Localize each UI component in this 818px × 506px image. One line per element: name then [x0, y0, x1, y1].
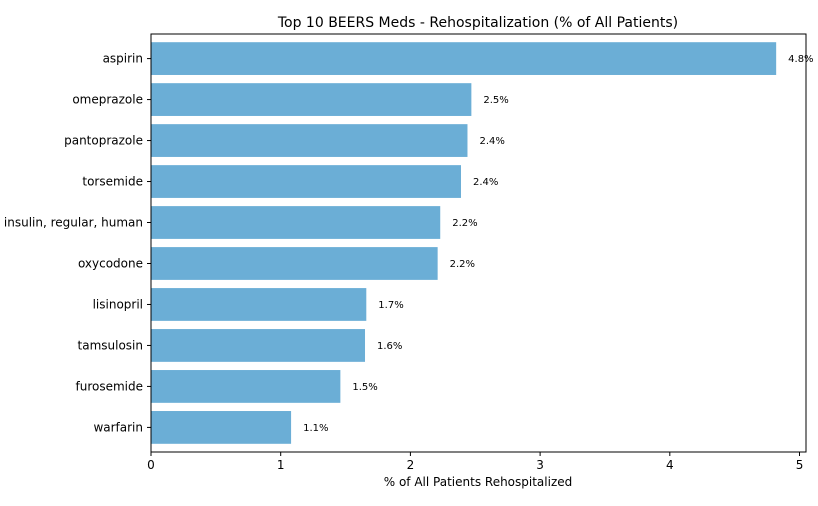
y-tick-label: omeprazole — [72, 93, 143, 107]
data-label: 1.7% — [378, 300, 403, 311]
data-label: 4.8% — [788, 54, 813, 65]
axes-frame — [150, 33, 807, 453]
bar — [151, 206, 441, 239]
y-tick-label: aspirin — [103, 52, 143, 66]
data-label: 2.4% — [473, 177, 498, 188]
y-tick-label: tamsulosin — [78, 338, 143, 352]
bar — [151, 411, 292, 444]
bar — [151, 329, 366, 362]
y-tick-label: oxycodone — [78, 256, 143, 270]
bar — [151, 288, 367, 321]
y-tick-label: furosemide — [76, 379, 144, 393]
chart-title: Top 10 BEERS Meds - Rehospitalization (%… — [277, 15, 678, 31]
bar — [151, 42, 777, 75]
bar — [151, 83, 472, 116]
bar — [151, 124, 468, 157]
data-label: 2.2% — [452, 218, 477, 229]
x-tick-label: 0 — [147, 458, 155, 472]
x-axis-label: % of All Patients Rehospitalized — [384, 475, 573, 489]
data-label: 2.2% — [450, 259, 475, 270]
data-label: 1.6% — [377, 341, 402, 352]
y-tick-label: pantoprazole — [64, 134, 143, 148]
bar — [151, 247, 438, 280]
x-tick-label: 5 — [796, 458, 804, 472]
data-label: 1.5% — [352, 382, 377, 393]
y-tick-label: insulin, regular, human — [4, 216, 143, 230]
x-tick-label: 2 — [407, 458, 415, 472]
x-tick-label: 1 — [277, 458, 285, 472]
y-tick-label: torsemide — [82, 175, 143, 189]
y-tick-label: warfarin — [93, 420, 143, 434]
data-label: 2.5% — [483, 95, 508, 106]
x-tick-label: 3 — [536, 458, 544, 472]
data-label: 2.4% — [479, 136, 504, 147]
plot-area: 4.8% aspirin 2.5% omeprazole 2.4% pantoprazol… — [4, 33, 814, 472]
x-tick-label: 4 — [666, 458, 674, 472]
y-tick-label: lisinopril — [93, 297, 143, 311]
data-label: 1.1% — [303, 423, 328, 434]
bar — [151, 165, 461, 198]
bar — [151, 370, 341, 403]
